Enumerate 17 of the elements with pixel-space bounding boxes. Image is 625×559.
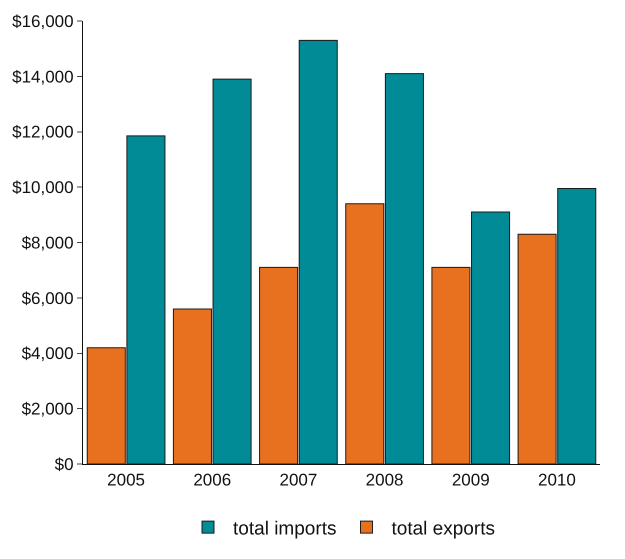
- legend-label: total imports: [233, 518, 336, 540]
- y-tick-label: $4,000: [22, 344, 74, 364]
- x-tick-label: 2009: [452, 470, 490, 490]
- legend-label: total exports: [391, 518, 495, 540]
- x-tick-label: 2010: [538, 470, 576, 490]
- x-tick-label: 2008: [366, 470, 404, 490]
- x-tick-label: 2005: [107, 470, 145, 490]
- y-tick-label: $16,000: [12, 12, 74, 31]
- y-tick-label: $12,000: [12, 122, 74, 142]
- x-tick-label: 2007: [280, 470, 318, 490]
- y-tick-label: $0: [54, 454, 74, 474]
- y-tick-label: $6,000: [22, 288, 74, 308]
- y-tick-label: $10,000: [12, 178, 74, 198]
- y-tick-label: $14,000: [12, 67, 74, 86]
- x-tick-label: 2006: [193, 470, 232, 490]
- y-tick-label: $8,000: [22, 233, 74, 252]
- y-tick-label: $2,000: [22, 400, 74, 419]
